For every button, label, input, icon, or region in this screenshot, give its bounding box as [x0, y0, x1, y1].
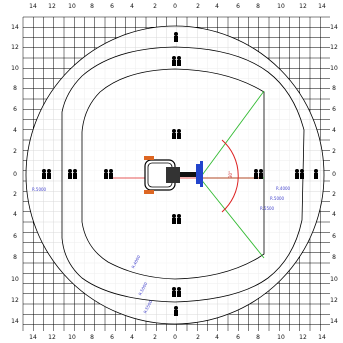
top-axis-ticks: 14 12 10 8 6 4 2 0 2 4 6 8 10 12 14	[29, 3, 326, 10]
tick-label: 8	[90, 3, 94, 10]
tick-label: 2	[153, 334, 157, 341]
tick-label: 10	[330, 276, 338, 283]
people-markers	[42, 32, 318, 316]
tick-label: 4	[130, 334, 134, 341]
tick-label: 12	[330, 297, 338, 304]
tick-label: 6	[13, 106, 17, 113]
tick-label: 8	[256, 334, 260, 341]
tick-label: 14	[29, 3, 37, 10]
tick-label: 14	[330, 318, 338, 325]
tick-label: 6	[110, 334, 114, 341]
radius-label-bottom-3: R.5500	[142, 299, 153, 314]
person-icon	[174, 32, 178, 42]
tick-label: 12	[330, 44, 338, 51]
person-icon	[172, 56, 181, 66]
radius-label-right-2: R.5000	[270, 196, 285, 201]
right-axis-ticks: 14 12 10 8 6 4 2 0 2 4 6 8 10 12 14	[330, 24, 338, 325]
person-icon	[254, 169, 263, 179]
tick-label: 8	[90, 334, 94, 341]
radius-label-right-1: R.4000	[276, 186, 291, 191]
tick-label: 10	[68, 334, 76, 341]
tick-label: 0	[332, 171, 336, 178]
tick-label: 4	[13, 127, 17, 134]
tick-label: 10	[277, 3, 285, 10]
tick-label: 2	[332, 148, 336, 155]
tick-label: 6	[236, 334, 240, 341]
tick-label: 8	[256, 3, 260, 10]
machine-plan-view	[144, 156, 203, 194]
tick-label: 12	[299, 3, 307, 10]
tick-label: 6	[13, 233, 17, 240]
tick-label: 14	[11, 318, 19, 325]
tick-label: 10	[277, 334, 285, 341]
radius-label-left: R.5000	[32, 187, 47, 192]
swing-arc	[221, 139, 239, 213]
person-icon	[42, 169, 51, 179]
tick-label: 0	[13, 171, 17, 178]
tick-label: 2	[13, 148, 17, 155]
person-icon	[172, 214, 181, 224]
tick-label: 12	[48, 334, 56, 341]
tick-label: 14	[330, 24, 338, 31]
tick-label: 6	[332, 106, 336, 113]
person-icon	[172, 287, 181, 297]
tick-label: 2	[332, 191, 336, 198]
radius-label-bottom-2: R.5000	[137, 281, 148, 296]
tick-label: 6	[110, 3, 114, 10]
tick-label: 10	[330, 65, 338, 72]
person-icon	[314, 169, 318, 179]
tick-label: 4	[215, 3, 219, 10]
tick-label: 4	[215, 334, 219, 341]
tick-label: 8	[13, 85, 17, 92]
tick-label: 2	[13, 191, 17, 198]
person-icon	[172, 129, 181, 139]
tick-label: 10	[11, 276, 19, 283]
tick-label: 10	[68, 3, 76, 10]
tick-label: 14	[318, 3, 326, 10]
tick-label: 4	[332, 211, 336, 218]
person-icon	[295, 169, 304, 179]
tick-label: 2	[196, 334, 200, 341]
tick-label: 4	[13, 211, 17, 218]
tick-label: 10	[11, 65, 19, 72]
person-icon	[174, 306, 178, 316]
tick-label: 2	[153, 3, 157, 10]
bottom-axis-ticks: 14 12 10 8 6 4 2 0 2 4 6 8 10 12 14	[29, 334, 326, 341]
tick-label: 14	[11, 24, 19, 31]
tick-label: 0	[173, 3, 177, 10]
tick-label: 6	[236, 3, 240, 10]
radius-label-bottom-1: R.4000	[130, 254, 141, 269]
tick-label: 12	[299, 334, 307, 341]
tick-label: 4	[332, 127, 336, 134]
tick-label: 14	[29, 334, 37, 341]
tick-label: 14	[318, 334, 326, 341]
tick-label: 8	[332, 254, 336, 261]
arc-angle-label: 30°	[228, 171, 233, 178]
person-icon	[68, 169, 77, 179]
tick-label: 12	[48, 3, 56, 10]
radius-label-right-3: R.5500	[260, 206, 275, 211]
tick-label: 6	[332, 233, 336, 240]
person-icon	[104, 169, 113, 179]
tick-label: 12	[11, 44, 19, 51]
tick-label: 0	[173, 334, 177, 341]
tick-label: 2	[196, 3, 200, 10]
tick-label: 12	[11, 297, 19, 304]
left-axis-ticks: 14 12 10 8 6 4 2 0 2 4 6 8 10 12 14	[11, 24, 19, 325]
tick-label: 8	[13, 254, 17, 261]
tick-label: 4	[130, 3, 134, 10]
tick-label: 8	[332, 85, 336, 92]
